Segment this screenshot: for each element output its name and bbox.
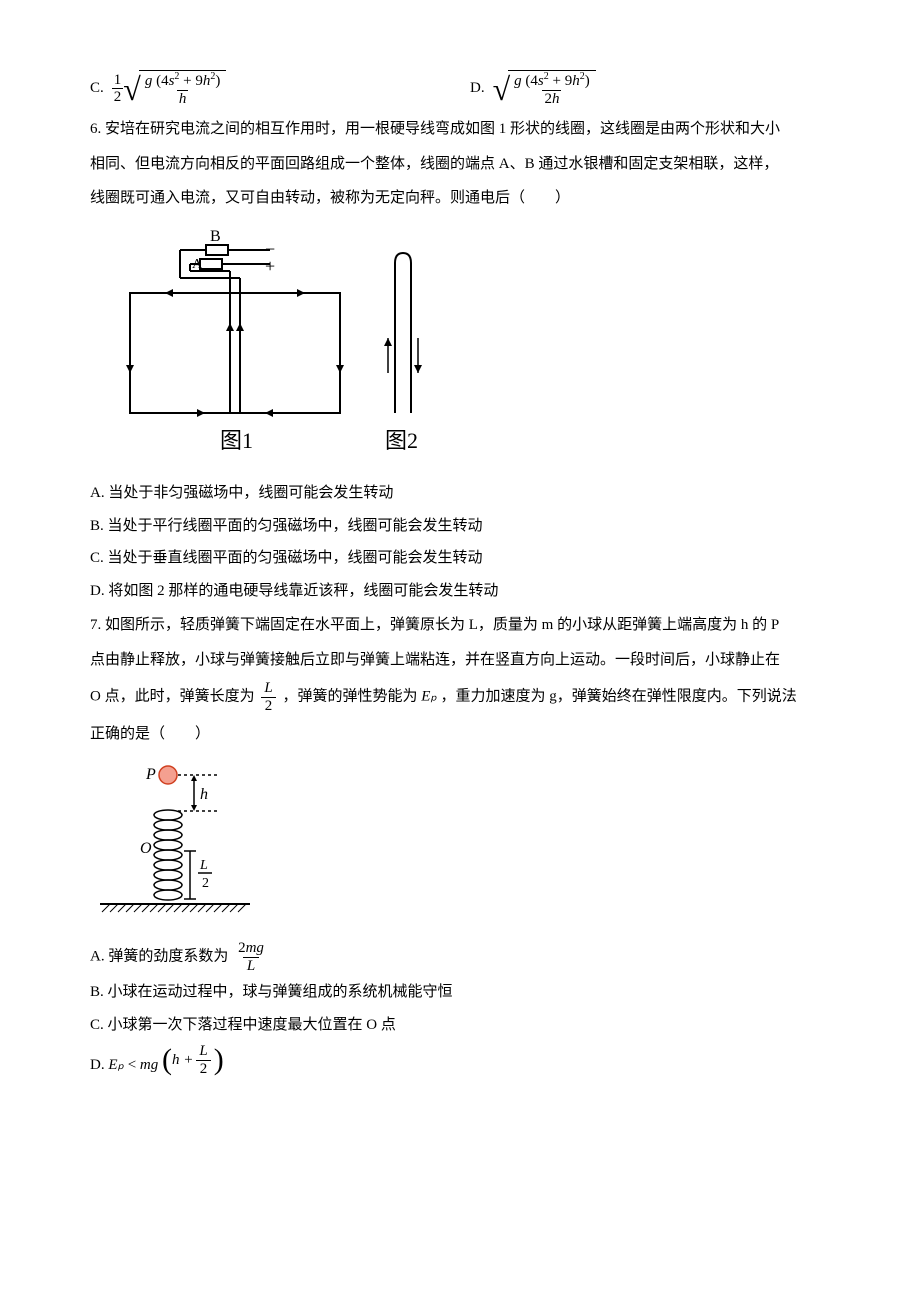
- svg-text:P: P: [145, 766, 156, 783]
- q7-option-a: A. 弹簧的劲度系数为 2mg L: [90, 940, 850, 974]
- svg-text:O: O: [140, 840, 152, 857]
- svg-text:L: L: [199, 858, 208, 873]
- q6-svg: B A − + 图: [110, 223, 440, 463]
- q7-line1: 如图所示，轻质弹簧下端固定在水平面上，弹簧原长为 L，质量为 m 的小球从距弹簧…: [105, 617, 779, 633]
- q6-option-c: C. 当处于垂直线圈平面的匀强磁场中，线圈可能会发生转动: [90, 544, 850, 573]
- sqrt-expression: √ g (4s2 + 9h2) h: [123, 70, 226, 107]
- q7-line3: O 点，此时，弹簧长度为 L 2 ，弹簧的弹性势能为 Eₚ ，重力加速度为 g，…: [90, 680, 850, 714]
- q7-line2: 点由静止释放，小球与弹簧接触后立即与弹簧上端粘连，并在竖直方向上运动。一段时间后…: [90, 646, 850, 675]
- q5-option-c: C. 1 2 √ g (4s2 + 9h2) h: [90, 70, 470, 107]
- q6-stem: 6. 安培在研究电流之间的相互作用时，用一根硬导线弯成如图 1 形状的线圈，这线…: [90, 115, 850, 144]
- leading-fraction: 1 2: [112, 72, 124, 106]
- q5-option-d: D. √ g (4s2 + 9h2) 2h: [470, 70, 596, 107]
- fig2-label: 图2: [385, 428, 418, 453]
- question-number: 6.: [90, 121, 101, 137]
- sqrt-expression: √ g (4s2 + 9h2) 2h: [493, 70, 596, 107]
- q7-option-c: C. 小球第一次下落过程中速度最大位置在 O 点: [90, 1011, 850, 1040]
- frac-L-over-2: L 2: [260, 680, 276, 714]
- frac-2mg-over-L: 2mg L: [234, 940, 268, 974]
- q7-figure: P h O L 2: [90, 759, 850, 935]
- q7-stem: 7. 如图所示，轻质弹簧下端固定在水平面上，弹簧原长为 L，质量为 m 的小球从…: [90, 611, 850, 640]
- svg-text:h: h: [200, 786, 208, 803]
- q6-line3: 线圈既可通入电流，又可自由转动，被称为无定向秤。则通电后（ ）: [90, 184, 850, 213]
- fig1-label: 图1: [220, 428, 253, 453]
- q6-figure: B A − + 图: [110, 223, 850, 474]
- option-label: D.: [470, 74, 485, 103]
- svg-text:+: +: [265, 256, 275, 276]
- q7-option-b: B. 小球在运动过程中，球与弹簧组成的系统机械能守恒: [90, 978, 850, 1007]
- svg-text:B: B: [210, 228, 221, 245]
- svg-text:2: 2: [202, 876, 209, 891]
- paren-expression: ( h + L 2 ): [162, 1043, 224, 1077]
- q7-svg: P h O L 2: [90, 759, 260, 924]
- q7-line4: 正确的是（ ）: [90, 720, 850, 749]
- q6-option-b: B. 当处于平行线圈平面的匀强磁场中，线圈可能会发生转动: [90, 512, 850, 541]
- q6-option-a: A. 当处于非匀强磁场中，线圈可能会发生转动: [90, 479, 850, 508]
- ep-symbol: Eₚ: [421, 688, 437, 704]
- q7-option-d: D. Eₚ < mg ( h + L 2 ): [90, 1043, 850, 1080]
- q5-options-cd: C. 1 2 √ g (4s2 + 9h2) h D. √ g (4s2 + 9…: [90, 70, 850, 107]
- q6-line1: 安培在研究电流之间的相互作用时，用一根硬导线弯成如图 1 形状的线圈，这线圈是由…: [105, 121, 780, 137]
- q6-option-d: D. 将如图 2 那样的通电硬导线靠近该秤，线圈可能会发生转动: [90, 577, 850, 606]
- question-number: 7.: [90, 617, 101, 633]
- q6-line2: 相同、但电流方向相反的平面回路组成一个整体，线圈的端点 A、B 通过水银槽和固定…: [90, 150, 850, 179]
- option-label: C.: [90, 74, 104, 103]
